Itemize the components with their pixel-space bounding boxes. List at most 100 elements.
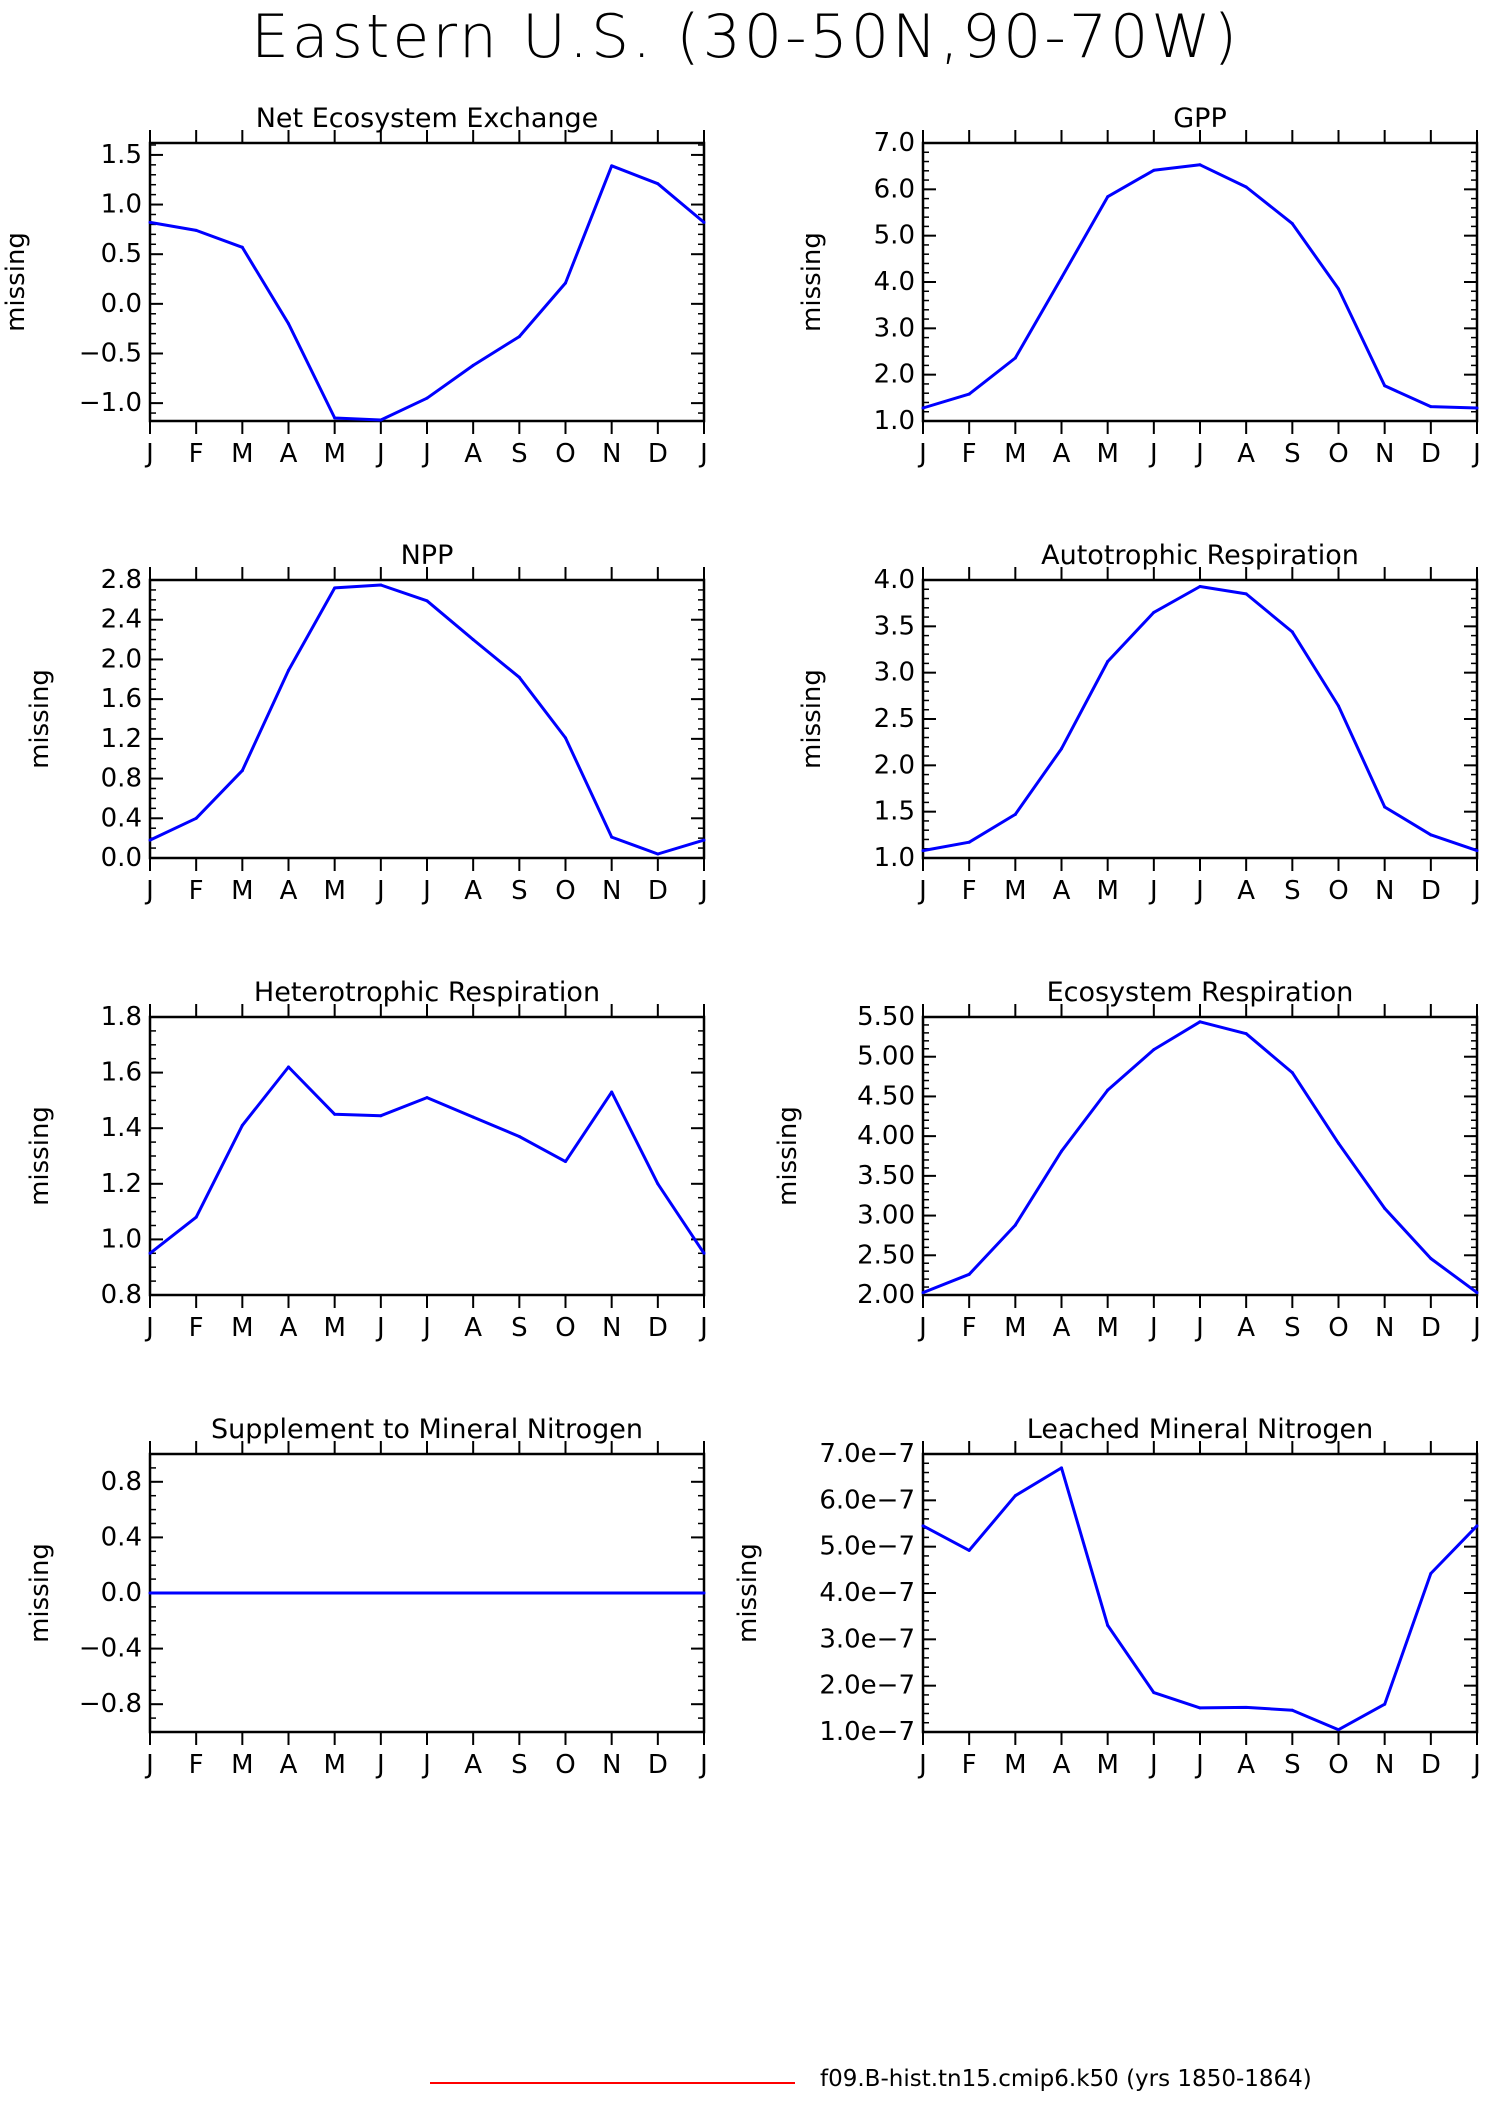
x-tick-label: A: [1053, 1313, 1071, 1343]
data-point: [1383, 1206, 1387, 1210]
panel-title: Net Ecosystem Exchange: [256, 103, 599, 134]
y-tick-label: 0.8: [101, 1280, 142, 1310]
data-point: [656, 852, 660, 856]
x-tick-label: D: [1421, 1750, 1441, 1780]
data-point: [425, 599, 429, 603]
data-point: [240, 1591, 244, 1595]
data-point: [1244, 185, 1248, 189]
data-point: [240, 769, 244, 773]
data-point: [425, 396, 429, 400]
x-tick-label: A: [280, 1313, 298, 1343]
y-tick-label: 1.2: [101, 1169, 142, 1199]
y-tick-label: 0.0: [101, 289, 142, 319]
data-point: [702, 1591, 706, 1595]
data-point: [610, 1591, 614, 1595]
data-point: [1244, 592, 1248, 596]
x-tick-label: S: [511, 1750, 528, 1780]
y-tick-label: 0.8: [101, 764, 142, 794]
x-tick-label: M: [323, 439, 345, 469]
y-tick-label: 1.0e−7: [819, 1717, 915, 1747]
x-tick-label: D: [1421, 439, 1441, 469]
data-point: [921, 849, 925, 853]
panel-title: GPP: [1173, 103, 1227, 134]
y-tick-label: 4.0: [874, 565, 915, 595]
data-point: [564, 1160, 567, 1164]
x-tick-label: F: [962, 876, 977, 906]
x-tick-label: D: [648, 876, 668, 906]
data-point: [1429, 405, 1433, 409]
y-tick-label: 2.0: [874, 750, 915, 780]
panel-title: Heterotrophic Respiration: [254, 977, 600, 1008]
data-point: [148, 838, 152, 842]
data-point: [1383, 805, 1387, 809]
y-axis-label: missing: [797, 232, 827, 332]
x-tick-label: A: [464, 1750, 482, 1780]
y-tick-label: 6.0e−7: [819, 1485, 915, 1515]
y-tick-label: 2.0: [101, 644, 142, 674]
data-point: [240, 1123, 244, 1127]
y-tick-label: 0.5: [101, 239, 142, 269]
data-point: [1060, 747, 1063, 751]
y-tick-label: 3.0: [874, 658, 915, 688]
data-point: [702, 220, 706, 224]
y-tick-label: 1.6: [101, 1058, 142, 1088]
y-tick-label: 1.8: [101, 1002, 142, 1032]
data-point: [240, 245, 244, 249]
data-point: [1429, 833, 1433, 837]
panel-title: Supplement to Mineral Nitrogen: [211, 1414, 643, 1445]
data-point: [1013, 812, 1017, 816]
x-tick-label: N: [1375, 1313, 1394, 1343]
panel-title: Ecosystem Respiration: [1047, 977, 1354, 1008]
x-tick-label: M: [231, 1313, 253, 1343]
x-tick-label: S: [511, 439, 528, 469]
data-point: [1013, 1223, 1017, 1227]
x-tick-label: A: [280, 439, 298, 469]
y-tick-label: 1.0: [101, 1224, 142, 1254]
data-point: [1429, 1256, 1433, 1260]
panel-7: Supplement to Mineral Nitrogen missing −0.…: [25, 1414, 708, 1780]
data-point: [1198, 1706, 1202, 1710]
panel-8: Leached Mineral Nitrogen missing 1.0e−7 2.0…: [733, 1414, 1481, 1780]
panel-1: Net Ecosystem Exchange missing −1.0 −0.5 0.0…: [1, 103, 708, 469]
page-title: Eastern U.S. (30-50N,90-70W): [250, 2, 1241, 72]
y-tick-label: 5.0: [874, 221, 915, 251]
x-tick-label: M: [323, 876, 345, 906]
data-point: [564, 736, 567, 740]
x-tick-label: S: [1284, 439, 1301, 469]
data-point: [379, 1591, 383, 1595]
y-tick-label: 6.0: [874, 174, 915, 204]
y-tick-label: 2.0e−7: [819, 1671, 915, 1701]
y-tick-label: 4.0e−7: [819, 1578, 915, 1608]
y-tick-label: 2.5: [874, 704, 915, 734]
x-tick-label: A: [1053, 1750, 1071, 1780]
data-point: [517, 1591, 521, 1595]
data-point: [471, 363, 475, 367]
x-tick-label: D: [648, 439, 668, 469]
data-point: [1429, 1572, 1433, 1576]
x-tick-label: F: [189, 439, 204, 469]
data-point: [379, 583, 383, 587]
data-point: [921, 406, 925, 410]
y-tick-label: 2.00: [857, 1280, 915, 1310]
x-tick-label: J: [1194, 876, 1204, 906]
data-point: [1383, 1702, 1387, 1706]
legend-label: f09.B-hist.tn15.cmip6.k50 (yrs 1850-1864…: [820, 2066, 1312, 2092]
data-point: [517, 675, 521, 679]
data-point: [1106, 660, 1110, 664]
data-point: [1198, 163, 1202, 167]
data-point: [287, 1591, 290, 1595]
x-tick-label: A: [1237, 1750, 1255, 1780]
data-point: [379, 418, 383, 422]
y-tick-label: 1.5: [874, 797, 915, 827]
x-tick-label: M: [1096, 1313, 1118, 1343]
data-point: [1244, 1032, 1248, 1036]
data-point: [1383, 384, 1387, 388]
plot-frame: [148, 141, 706, 423]
x-tick-label: J: [917, 439, 927, 469]
y-tick-label: 1.6: [101, 684, 142, 714]
data-point: [1152, 1691, 1156, 1695]
data-point: [379, 1114, 383, 1118]
x-tick-label: J: [421, 1313, 431, 1343]
x-tick-label: A: [1237, 439, 1255, 469]
x-tick-label: J: [375, 1750, 385, 1780]
